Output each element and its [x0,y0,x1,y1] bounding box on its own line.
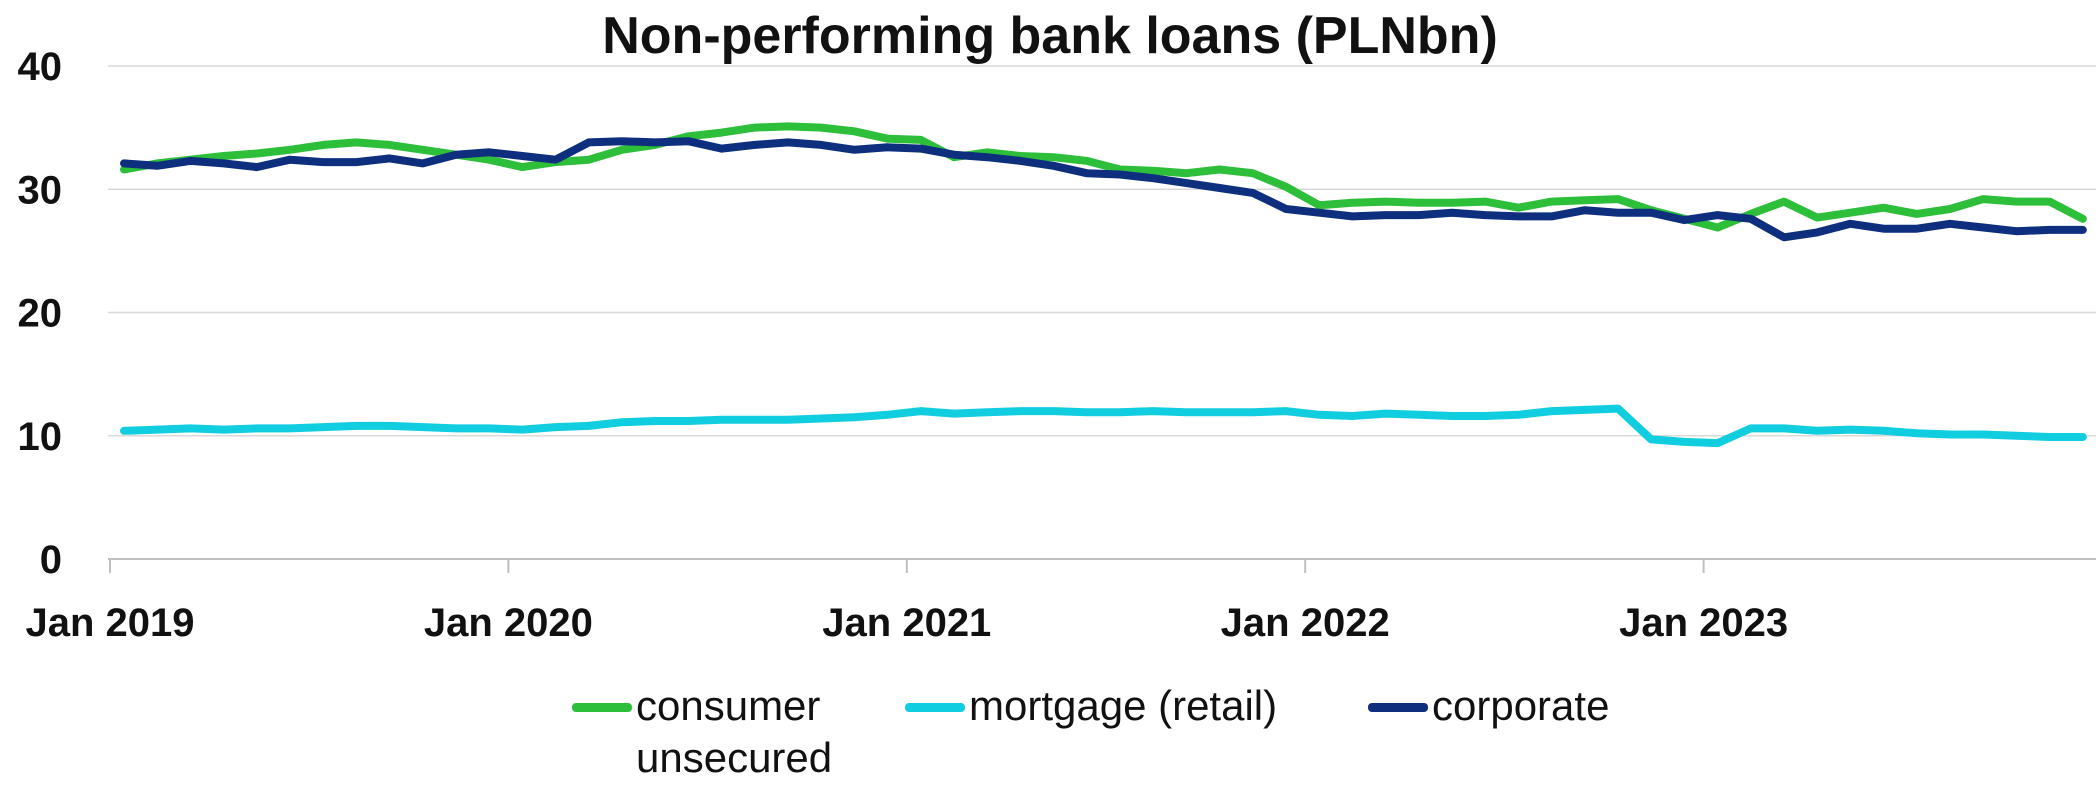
y-axis: 0 10 20 30 40 [18,45,63,582]
legend-item-consumer-unsecured[interactable]: consumer unsecured [572,680,856,784]
gridlines [108,65,2096,560]
x-tick-label: Jan 2021 [822,601,991,645]
y-tick-label: 10 [18,415,63,459]
x-tick-label: Jan 2023 [1619,601,1788,645]
chart-title: Non-performing bank loans (PLNbn) [602,7,1498,65]
y-tick-label: 40 [18,45,63,89]
series-line-mortgage-retail [120,404,2087,448]
legend-label-corporate: corporate [1432,682,1610,729]
x-tick-label: Jan 2022 [1221,601,1390,645]
legend-swatch-corporate [1368,703,1428,712]
legend-swatch-consumer-unsecured [572,703,632,712]
legend-swatch-mortgage-retail [905,703,965,712]
legend-item-mortgage-retail[interactable]: mortgage (retail) [905,680,1277,732]
y-tick-label: 0 [40,538,62,582]
legend: consumer unsecured mortgage (retail) cor… [0,680,2100,788]
legend-item-corporate[interactable]: corporate [1368,680,1609,732]
series-line-corporate [120,137,2087,242]
legend-label-mortgage-retail: mortgage (retail) [969,682,1278,729]
legend-label-consumer-unsecured: consumer unsecured [636,682,833,781]
x-tick-label: Jan 2020 [424,601,593,645]
y-tick-label: 20 [18,292,63,336]
y-tick-label: 30 [18,168,63,212]
x-tick-label: Jan 2019 [25,601,194,645]
x-axis: Jan 2019 Jan 2020 Jan 2021 Jan 2022 Jan 2023 [25,559,1788,645]
series-lines [120,122,2087,448]
